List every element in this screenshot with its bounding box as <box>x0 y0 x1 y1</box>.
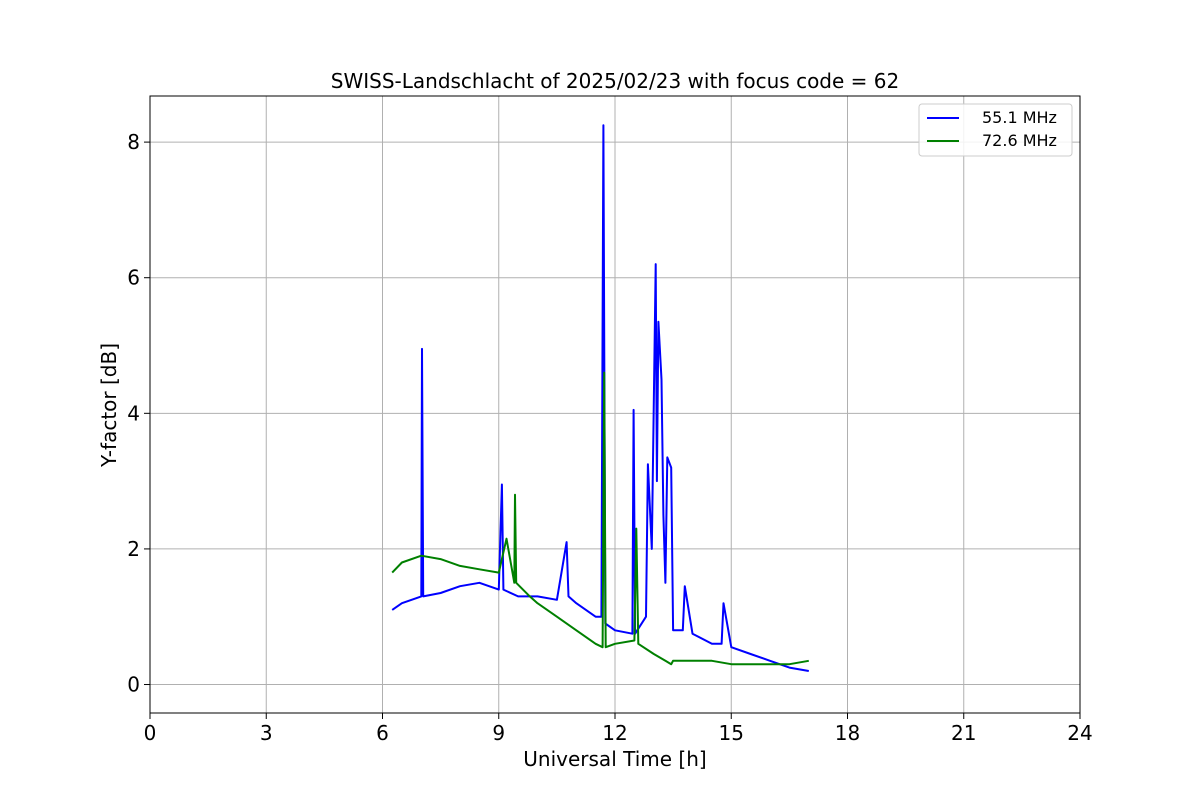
y-tick-label: 0 <box>127 673 140 697</box>
legend-label-55mhz: 55.1 MHz <box>982 108 1057 127</box>
legend-label-72mhz: 72.6 MHz <box>982 131 1057 150</box>
x-tick-label: 15 <box>719 721 744 745</box>
y-tick-label: 6 <box>127 266 140 290</box>
x-tick-label: 6 <box>376 721 389 745</box>
x-tick-label: 24 <box>1067 721 1092 745</box>
y-axis-ticks: 0 2 4 6 8 <box>127 130 150 697</box>
chart-title: SWISS-Landschlacht of 2025/02/23 with fo… <box>331 69 899 93</box>
y-tick-label: 8 <box>127 130 140 154</box>
legend: 55.1 MHz 72.6 MHz <box>918 103 1073 157</box>
x-tick-label: 18 <box>835 721 860 745</box>
x-tick-label: 3 <box>260 721 273 745</box>
x-tick-label: 12 <box>602 721 627 745</box>
x-tick-label: 9 <box>492 721 505 745</box>
series-line-55mhz <box>391 124 809 672</box>
x-tick-label: 0 <box>144 721 157 745</box>
y-tick-label: 2 <box>127 537 140 561</box>
series-line-72mhz <box>391 371 809 666</box>
y-tick-label: 4 <box>127 401 140 425</box>
x-tick-label: 21 <box>951 721 976 745</box>
y-axis-label: Y-factor [dB] <box>97 343 121 468</box>
x-axis-label: Universal Time [h] <box>523 747 706 771</box>
series-layer <box>391 124 809 672</box>
grid <box>149 96 1081 713</box>
x-axis-ticks: 0 3 6 9 12 15 18 21 24 <box>144 713 1093 745</box>
